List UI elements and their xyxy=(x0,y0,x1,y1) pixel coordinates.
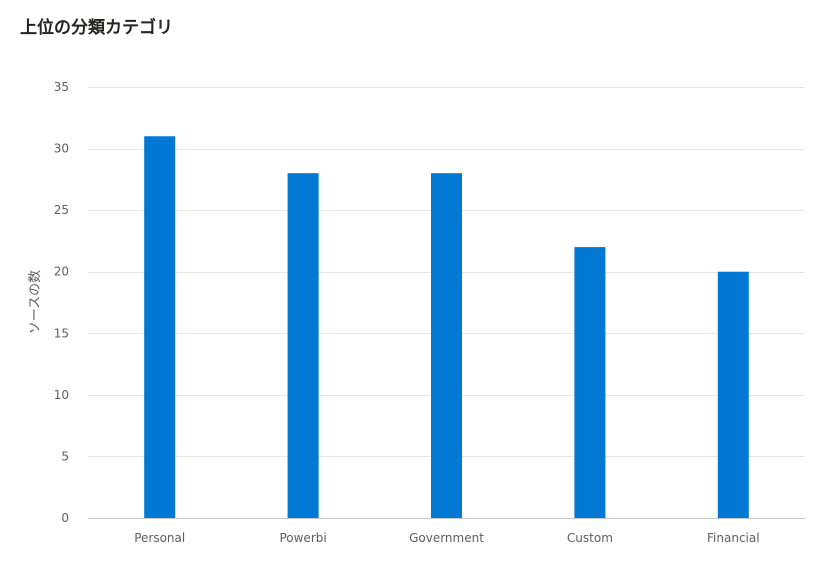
bar-custom[interactable] xyxy=(574,247,606,519)
y-axis-title: ソースの数 xyxy=(28,270,43,334)
y-tick-label: 20 xyxy=(54,265,69,279)
y-tick-label: 15 xyxy=(54,326,69,340)
bar-powerbi[interactable] xyxy=(287,173,319,518)
chart-title: 上位の分類カテゴリ xyxy=(20,18,173,38)
x-axis-ticks: Personal Powerbi Government Custom Financial xyxy=(134,531,759,545)
y-tick-label: 25 xyxy=(54,203,69,217)
x-tick-label: Powerbi xyxy=(279,531,326,545)
y-tick-label: 10 xyxy=(54,388,69,402)
bar-financial[interactable] xyxy=(717,271,749,518)
bar-government[interactable] xyxy=(431,173,462,518)
bar-personal[interactable] xyxy=(144,136,176,518)
bars xyxy=(144,136,749,519)
y-tick-label: 35 xyxy=(54,80,69,94)
y-tick-label: 0 xyxy=(61,511,69,525)
x-tick-label: Personal xyxy=(134,531,185,545)
y-tick-label: 30 xyxy=(54,142,69,156)
x-tick-label: Custom xyxy=(567,531,613,545)
x-tick-label: Financial xyxy=(707,531,760,545)
y-axis-ticks: 0 5 10 15 20 25 30 35 xyxy=(54,80,69,525)
y-tick-label: 5 xyxy=(61,449,69,463)
x-tick-label: Government xyxy=(409,531,484,545)
